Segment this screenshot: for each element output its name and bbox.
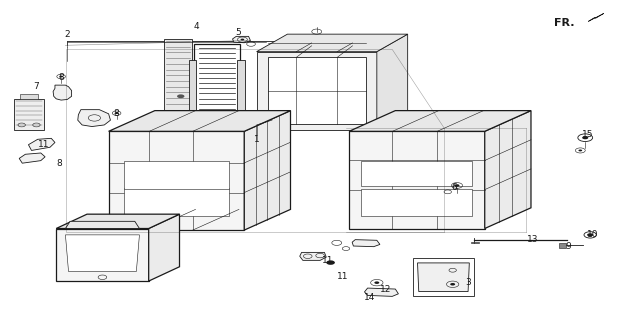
Polygon shape [149, 214, 179, 281]
Polygon shape [256, 52, 377, 130]
Circle shape [115, 112, 119, 114]
Text: 14: 14 [364, 293, 375, 302]
Polygon shape [232, 36, 250, 43]
Polygon shape [109, 111, 290, 131]
Bar [362, 162, 472, 186]
Bar [237, 60, 245, 123]
Text: 11: 11 [322, 256, 333, 265]
Text: 15: 15 [582, 130, 593, 139]
Text: 6: 6 [451, 183, 457, 192]
Polygon shape [28, 138, 55, 150]
Text: 4: 4 [194, 22, 200, 31]
Bar [20, 94, 38, 100]
Bar [14, 100, 44, 130]
Text: 9: 9 [565, 242, 571, 251]
Text: 3: 3 [465, 278, 471, 287]
Polygon shape [349, 131, 485, 228]
Polygon shape [559, 243, 565, 248]
Polygon shape [418, 263, 469, 292]
Polygon shape [66, 221, 140, 228]
Polygon shape [109, 131, 244, 230]
Bar [193, 44, 240, 139]
Polygon shape [66, 235, 140, 271]
Polygon shape [300, 252, 326, 260]
Polygon shape [56, 228, 149, 281]
Circle shape [582, 136, 588, 139]
Text: 1: 1 [254, 135, 260, 144]
Polygon shape [19, 153, 45, 163]
Bar [188, 60, 196, 123]
Text: 8: 8 [56, 159, 62, 168]
Polygon shape [470, 242, 478, 244]
Text: 8: 8 [58, 73, 64, 82]
Text: 2: 2 [64, 30, 70, 39]
Polygon shape [256, 34, 408, 52]
Polygon shape [352, 240, 380, 247]
Text: 13: 13 [527, 235, 538, 244]
Polygon shape [485, 111, 531, 228]
Circle shape [326, 260, 335, 265]
Polygon shape [78, 110, 111, 126]
Polygon shape [588, 13, 604, 21]
Polygon shape [377, 34, 408, 130]
Text: FR.: FR. [554, 18, 575, 28]
Text: 8: 8 [114, 109, 119, 118]
Text: 5: 5 [235, 28, 241, 37]
Circle shape [240, 39, 244, 41]
Text: 11: 11 [38, 140, 49, 148]
Text: 11: 11 [337, 272, 349, 281]
Polygon shape [268, 57, 366, 124]
Text: 12: 12 [381, 284, 392, 293]
Circle shape [578, 149, 582, 151]
Polygon shape [349, 111, 531, 131]
Polygon shape [185, 128, 192, 144]
Polygon shape [256, 112, 408, 130]
Circle shape [59, 76, 63, 77]
Circle shape [587, 233, 593, 236]
Circle shape [454, 184, 459, 187]
Circle shape [375, 281, 379, 284]
Polygon shape [56, 214, 179, 228]
Bar [362, 188, 472, 216]
Text: 7: 7 [33, 82, 40, 91]
Bar [124, 161, 229, 188]
Circle shape [177, 94, 184, 98]
Bar [413, 258, 474, 296]
Bar [124, 188, 229, 216]
Polygon shape [244, 111, 290, 230]
Polygon shape [164, 39, 192, 144]
Polygon shape [53, 85, 72, 100]
Polygon shape [365, 288, 399, 296]
Text: 10: 10 [587, 230, 598, 239]
Circle shape [450, 283, 455, 285]
